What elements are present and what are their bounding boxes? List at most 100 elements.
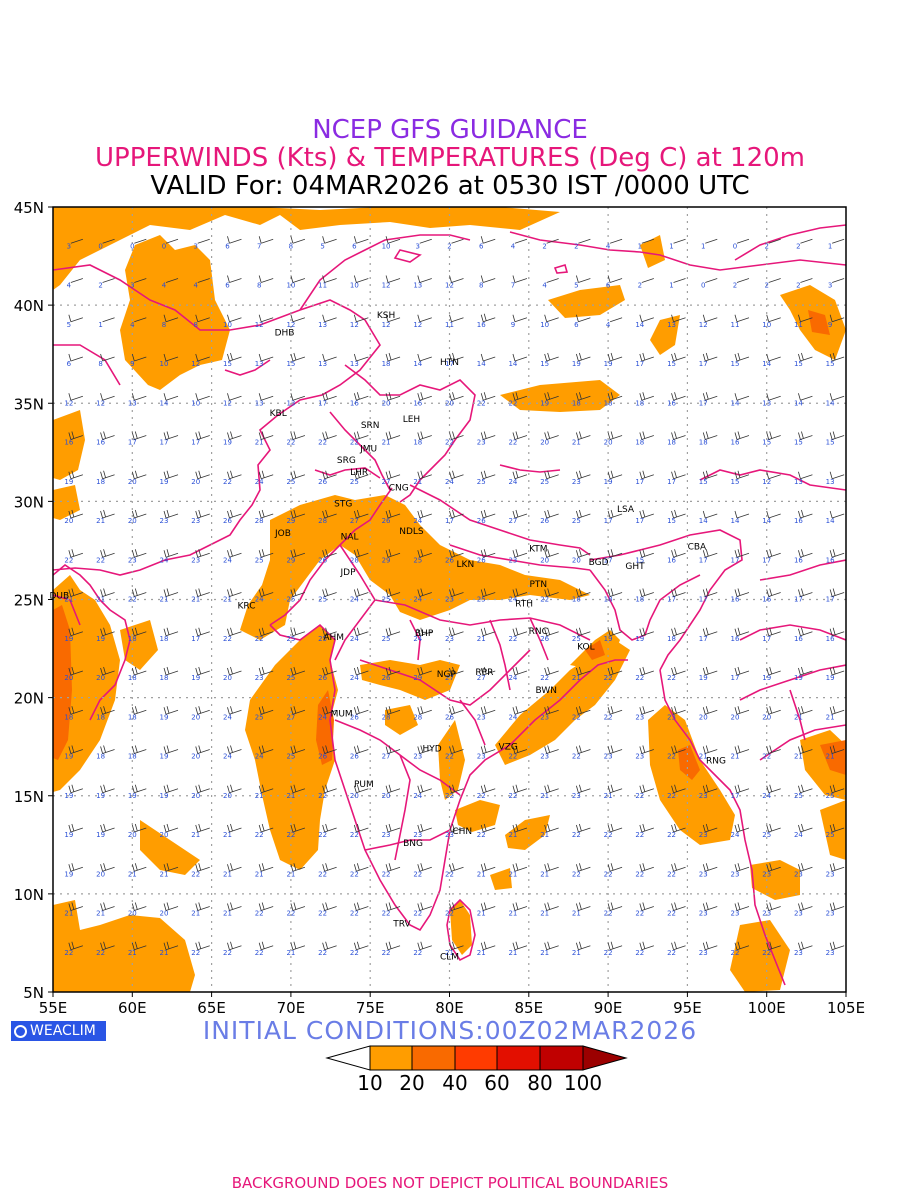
wind-barb (322, 314, 337, 323)
wind-speed-value: 22 (223, 478, 232, 486)
wind-barb (102, 317, 115, 323)
city-label: KBL (270, 409, 287, 419)
wind-speed-value: 14 (826, 517, 835, 525)
lon-tick-label: 95E (673, 999, 702, 1017)
wind-speed-value: 21 (477, 635, 486, 643)
wind-barb (131, 902, 147, 911)
wind-speed-value: 16 (731, 596, 740, 604)
wind-barb (385, 863, 401, 872)
city-label: CNG (389, 484, 409, 494)
wind-barb (512, 863, 528, 872)
wind-barb (766, 314, 781, 323)
wind-barb (290, 706, 306, 715)
wind-speed-value: 25 (477, 478, 486, 486)
wind-speed-value: 19 (64, 831, 73, 839)
wind-speed-value: 18 (96, 753, 105, 761)
wind-barb (512, 431, 528, 440)
wind-barb (575, 549, 591, 558)
wind-barb (417, 275, 432, 283)
wind-barb (829, 745, 845, 754)
wind-speed-value: 20 (699, 713, 708, 721)
wind-barb (195, 314, 210, 323)
wind-barb (829, 471, 845, 480)
wind-barb (639, 431, 654, 440)
wind-barb (829, 823, 845, 833)
wind-speed-value: 23 (572, 792, 581, 800)
wind-barb (353, 314, 369, 323)
lon-tick-label: 105E (827, 999, 865, 1017)
city-label: TRV (392, 919, 411, 929)
wind-speed-value: 4 (130, 321, 135, 329)
wind-speed-value: 15 (826, 360, 835, 368)
wind-barb (195, 431, 210, 440)
wind-barb (417, 353, 432, 362)
wind-barb (512, 902, 528, 911)
wind-barb (131, 509, 147, 519)
wind-speed-value: 10 (191, 399, 200, 407)
wind-barb (607, 823, 623, 833)
wind-speed-value: 25 (286, 674, 295, 682)
wind-barb (766, 431, 781, 440)
wind-speed-value: 12 (96, 399, 105, 407)
wind-speed-value: 28 (382, 713, 391, 721)
wind-barb (575, 588, 591, 597)
wind-barb (798, 902, 813, 911)
wind-barb (227, 823, 242, 833)
city-label: GHT (625, 562, 645, 572)
wind-speed-value: 18 (160, 635, 169, 643)
wind-speed-value: 22 (413, 949, 422, 957)
wind-speed-value: 17 (794, 596, 803, 604)
wind-barb (195, 823, 210, 833)
wind-speed-value: 16 (731, 439, 740, 447)
wind-barb (131, 470, 147, 480)
wind-barb (607, 627, 623, 637)
wind-speed-value: 1 (669, 282, 673, 290)
lat-tick-label: 10N (14, 886, 44, 904)
wind-barb (480, 470, 496, 480)
wind-barb (227, 941, 242, 951)
wind-speed-value: 22 (604, 949, 613, 957)
wind-barb (578, 238, 591, 244)
wind-barb (290, 902, 306, 911)
wind-speed-value: 29 (286, 556, 295, 564)
wind-barb (290, 314, 306, 323)
wind-speed-value: 20 (382, 792, 391, 800)
wind-barb (512, 275, 528, 283)
wind-barb (768, 238, 781, 244)
wind-barb (639, 863, 654, 872)
wind-speed-value: 11 (318, 282, 327, 290)
wind-speed-value: 22 (286, 910, 295, 918)
wind-barb (68, 823, 83, 833)
legend-value: 20 (399, 1071, 425, 1095)
wind-speed-value: 13 (794, 478, 803, 486)
wind-barb (480, 941, 496, 951)
wind-barb (163, 549, 179, 558)
wind-barb (100, 863, 115, 872)
wind-barb (734, 588, 750, 597)
wind-speed-value: 19 (160, 792, 169, 800)
wind-speed-value: 24 (160, 556, 169, 564)
wind-barb (353, 392, 369, 401)
wind-barb (449, 352, 464, 362)
wind-barb (544, 784, 559, 794)
legend-value: 60 (484, 1071, 510, 1095)
wind-barb (607, 431, 623, 440)
wind-barb (322, 588, 337, 597)
wind-speed-value: 10 (540, 321, 549, 329)
wind-speed-value: 26 (318, 556, 327, 564)
wind-speed-value: 17 (699, 556, 708, 564)
wind-speed-value: 8 (162, 321, 166, 329)
wind-speed-value: 2 (98, 282, 102, 290)
wind-barb (702, 863, 718, 872)
city-label: RNG (706, 756, 726, 766)
wind-barb (100, 902, 115, 911)
wind-speed-value: 11 (445, 321, 454, 329)
wind-barb (322, 627, 337, 637)
wind-speed-value: 18 (96, 713, 105, 721)
wind-speed-value: 22 (445, 792, 454, 800)
wind-barb (544, 549, 559, 558)
city-label: BHP (415, 629, 434, 639)
wind-speed-value: 19 (160, 753, 169, 761)
wind-speed-value: 25 (477, 596, 486, 604)
wind-speed-value: 13 (255, 399, 264, 407)
